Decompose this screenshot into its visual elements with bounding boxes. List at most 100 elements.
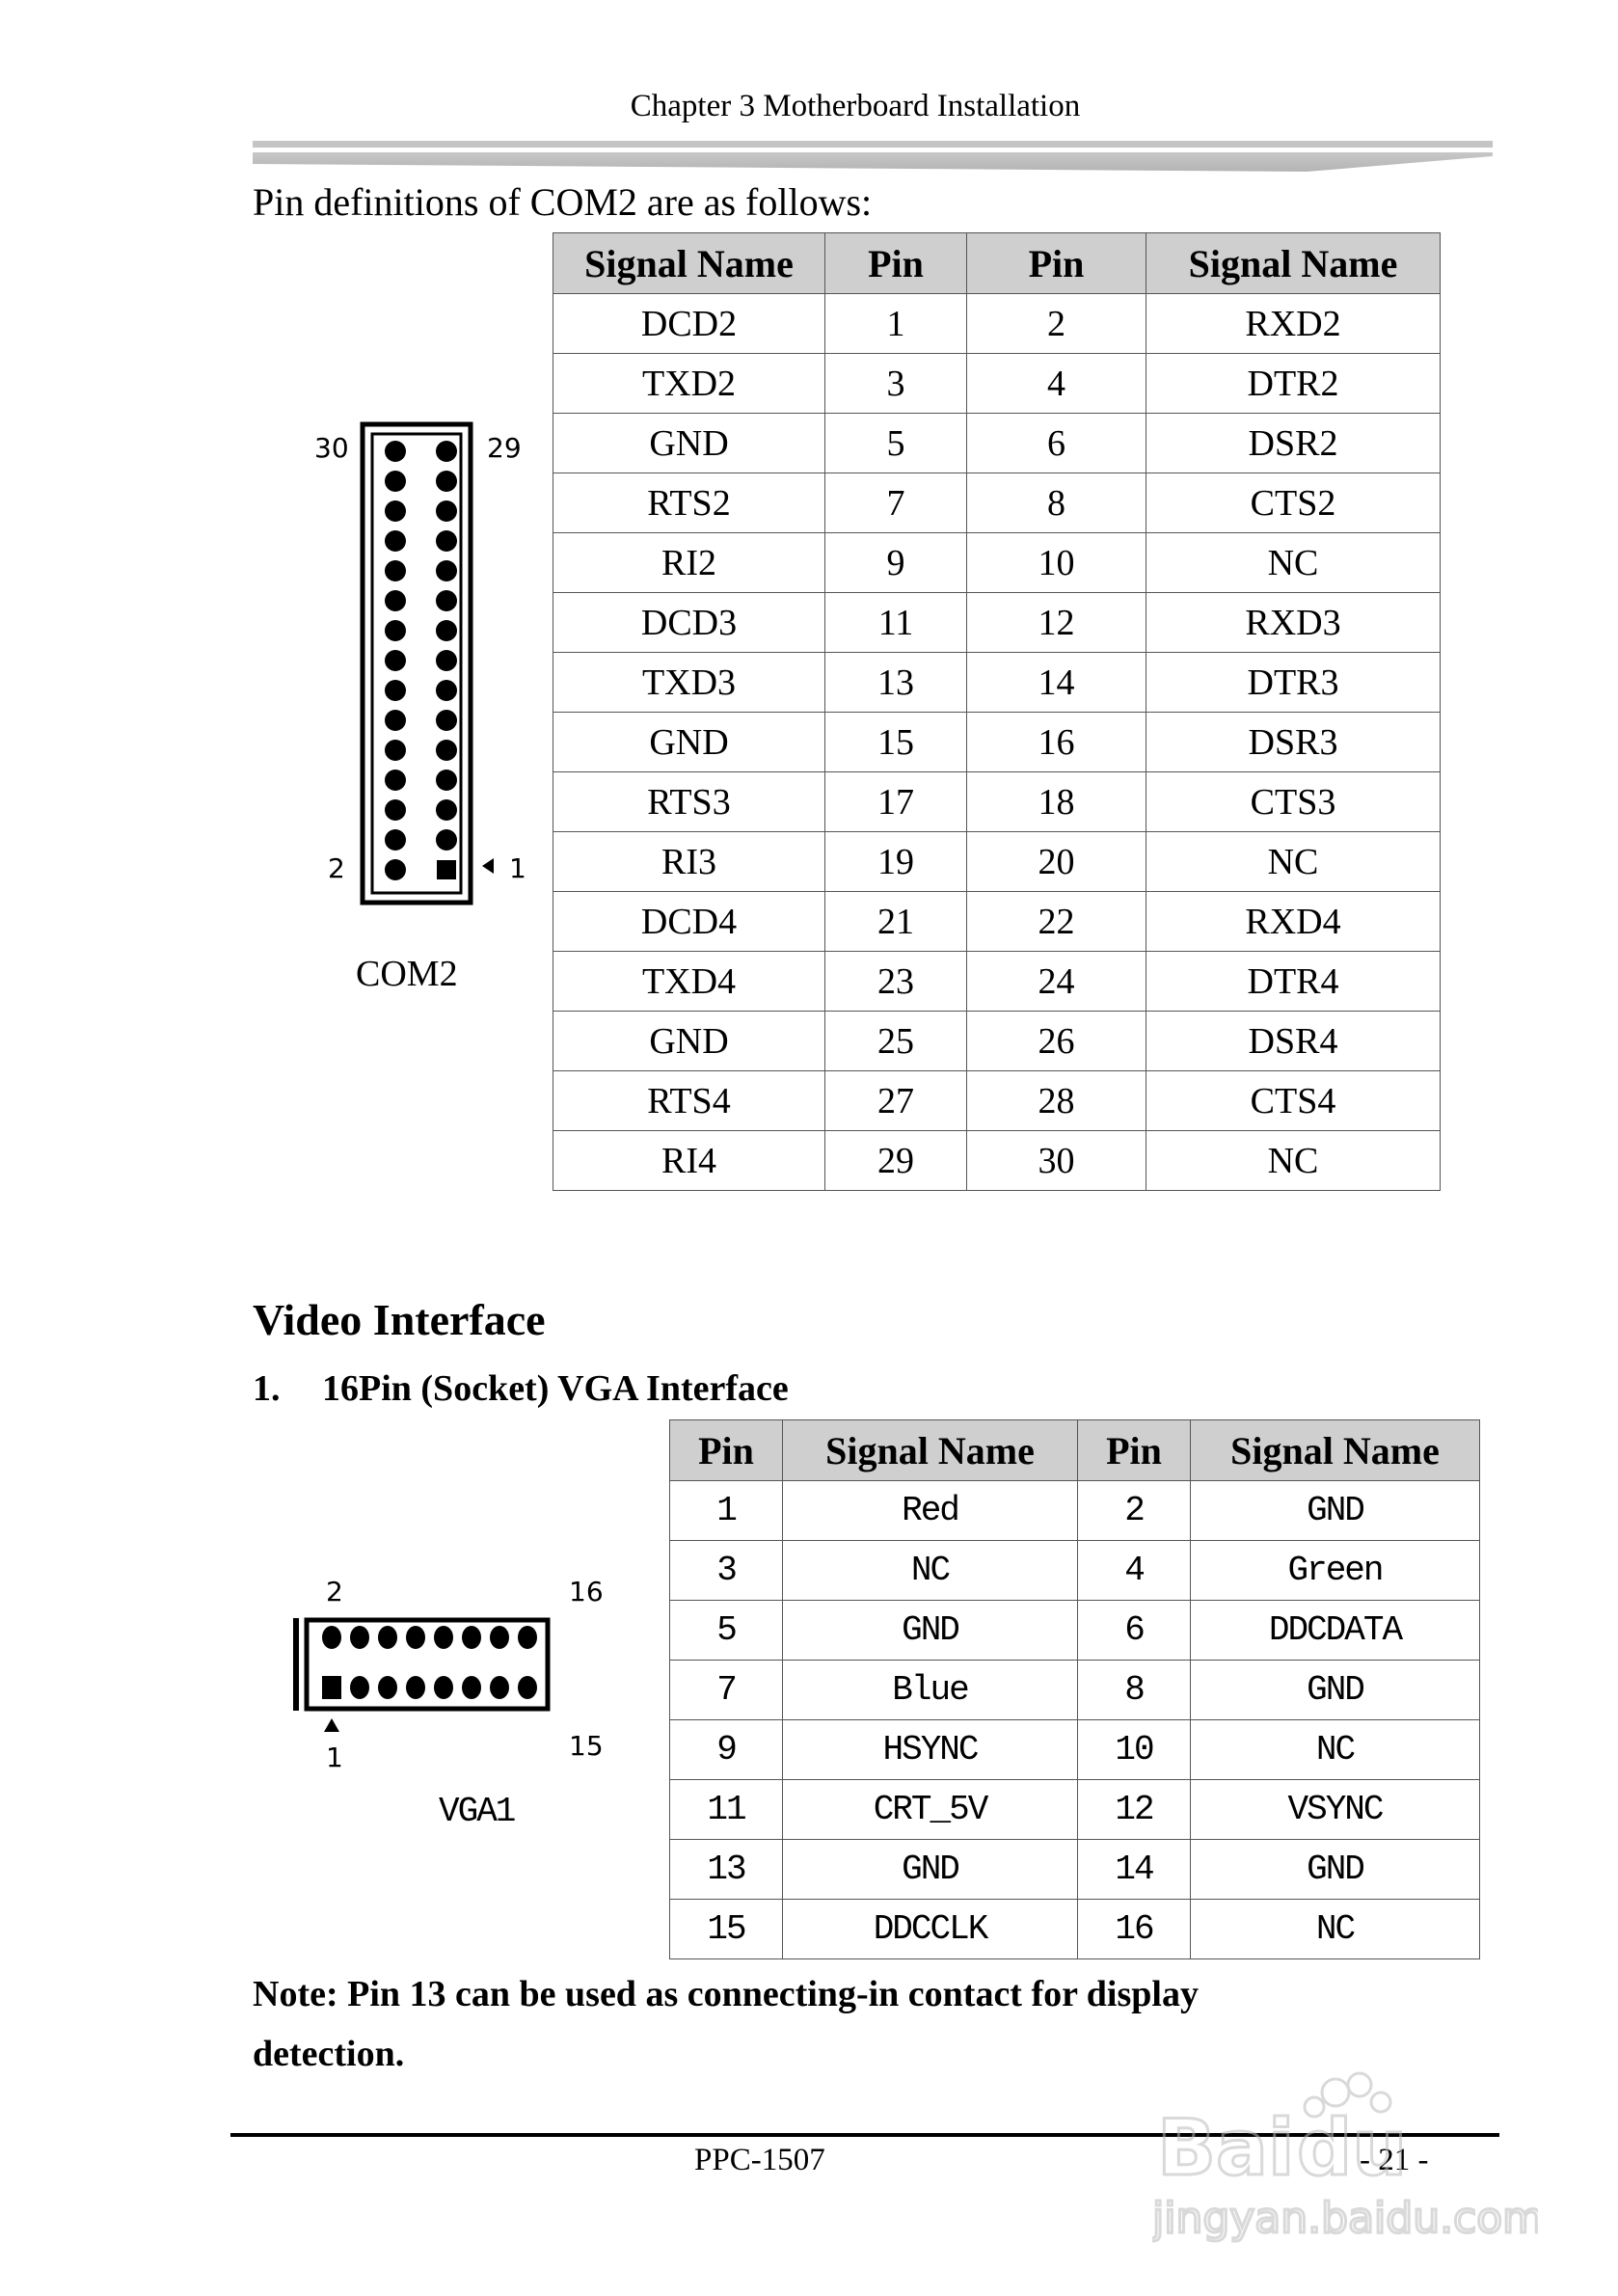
table-cell: 3 <box>669 1540 783 1601</box>
pin-dot <box>436 530 457 552</box>
table-cell: 10 <box>1077 1719 1191 1780</box>
pin-dot <box>436 560 457 581</box>
table-cell: HSYNC <box>782 1719 1078 1780</box>
pin-dot <box>385 859 406 880</box>
pin-dot <box>385 710 406 731</box>
table-row: 13 GND 14 GND <box>669 1839 1480 1900</box>
table-cell: RXD4 <box>1146 891 1441 952</box>
table-cell: DTR3 <box>1146 652 1441 713</box>
table-cell: 24 <box>966 951 1146 1012</box>
table-row: TXD3 13 14 DTR3 <box>553 652 1441 713</box>
pin-1-arrow-icon <box>324 1718 339 1732</box>
table-cell: Red <box>782 1480 1078 1541</box>
table-cell: 30 <box>966 1130 1146 1191</box>
pin-dot <box>406 1626 425 1649</box>
table-row: DCD2 1 2 RXD2 <box>553 293 1441 354</box>
pin-dot <box>436 799 457 821</box>
intro-text: Pin definitions of COM2 are as follows: <box>253 180 873 224</box>
pin-dot <box>436 680 457 701</box>
table-cell: 13 <box>669 1839 783 1900</box>
table-cell: TXD4 <box>553 951 825 1012</box>
table-cell: RTS3 <box>553 771 825 832</box>
section-heading: Video Interface <box>253 1295 546 1344</box>
table-cell: DTR4 <box>1146 951 1441 1012</box>
pin-label-29: 29 <box>487 432 522 464</box>
pin-dot <box>385 620 406 641</box>
pin-dot <box>436 500 457 522</box>
table-cell: RXD3 <box>1146 592 1441 653</box>
pin-dot <box>436 829 457 851</box>
svg-text:du: du <box>1297 2103 1407 2193</box>
pin-label-1: 1 <box>326 1742 343 1773</box>
table-cell: 15 <box>669 1899 783 1959</box>
table-cell: NC <box>1190 1719 1480 1780</box>
pin-dot <box>385 650 406 671</box>
pin-dot <box>436 710 457 731</box>
table-row: 9 HSYNC 10 NC <box>669 1719 1480 1780</box>
table-cell: 14 <box>1077 1839 1191 1900</box>
table-cell: 5 <box>669 1600 783 1661</box>
table-cell: RXD2 <box>1146 293 1441 354</box>
table-cell: 9 <box>669 1719 783 1780</box>
table-row: TXD2 3 4 DTR2 <box>553 353 1441 414</box>
pin-dot <box>462 1626 481 1649</box>
footer-rule <box>230 2133 1499 2137</box>
pin-label-2: 2 <box>326 1576 343 1607</box>
table-cell: GND <box>782 1839 1078 1900</box>
note-line-1: Note: Pin 13 can be used as connecting-i… <box>253 1974 1199 2014</box>
table-cell: NC <box>1146 532 1441 593</box>
table-cell: 8 <box>1077 1660 1191 1720</box>
pin-dot <box>378 1676 397 1699</box>
table-row: 5 GND 6 DDCDATA <box>669 1600 1480 1661</box>
pin-dot <box>378 1626 397 1649</box>
table-cell: 28 <box>966 1070 1146 1131</box>
footer-model: PPC-1507 <box>694 2143 825 2177</box>
pin-label-16: 16 <box>569 1576 604 1607</box>
table-cell: GND <box>553 413 825 473</box>
table-cell: DCD4 <box>553 891 825 952</box>
pin-dot <box>385 799 406 821</box>
pin-dot <box>436 770 457 791</box>
table-cell: 1 <box>669 1480 783 1541</box>
table-row: RTS4 27 28 CTS4 <box>553 1070 1441 1131</box>
table-row: 11 CRT_5V 12 VSYNC <box>669 1779 1480 1840</box>
table-cell: Blue <box>782 1660 1078 1720</box>
pin-label-2: 2 <box>328 852 345 884</box>
table-cell: NC <box>1146 1130 1441 1191</box>
table-cell: 10 <box>966 532 1146 593</box>
connector-inner-outline <box>370 432 463 895</box>
pin-dot <box>385 560 406 581</box>
header-row: Signal Name Pin Pin Signal Name <box>553 232 1441 294</box>
table-row: RTS2 7 8 CTS2 <box>553 473 1441 533</box>
table-cell: 9 <box>824 532 967 593</box>
table-cell: NC <box>1146 831 1441 892</box>
table-cell: DTR2 <box>1146 353 1441 414</box>
pin-dot <box>350 1676 369 1699</box>
table-cell: DDCDATA <box>1190 1600 1480 1661</box>
column-header: Pin <box>824 232 967 294</box>
pin-1-arrow-icon <box>482 858 494 874</box>
pin-dot <box>385 680 406 701</box>
table-row: 7 Blue 8 GND <box>669 1660 1480 1720</box>
com2-connector-diagram: 30 29 2 1 <box>314 421 526 905</box>
pin-dot <box>436 471 457 492</box>
pin-dot <box>518 1626 537 1649</box>
table-cell: NC <box>1190 1899 1480 1959</box>
table-row: RI2 9 10 NC <box>553 532 1441 593</box>
table-cell: CTS3 <box>1146 771 1441 832</box>
column-header: Pin <box>669 1419 783 1481</box>
pin-dot <box>406 1676 425 1699</box>
vga-connector-diagram: 2 16 1 15 <box>293 1576 604 1773</box>
column-header: Signal Name <box>1190 1419 1480 1481</box>
pin-label-30: 30 <box>314 432 349 464</box>
table-cell: RI2 <box>553 532 825 593</box>
table-cell: TXD3 <box>553 652 825 713</box>
table-cell: 26 <box>966 1011 1146 1071</box>
table-cell: DCD3 <box>553 592 825 653</box>
table-row: DCD3 11 12 RXD3 <box>553 592 1441 653</box>
table-cell: CTS2 <box>1146 473 1441 533</box>
pin-dot <box>322 1626 341 1649</box>
table-cell: TXD2 <box>553 353 825 414</box>
pin-dot <box>490 1676 509 1699</box>
vga-pin-table: Pin Signal Name Pin Signal Name 1 Red 2 GND 3 NC 4… <box>669 1419 1480 1959</box>
